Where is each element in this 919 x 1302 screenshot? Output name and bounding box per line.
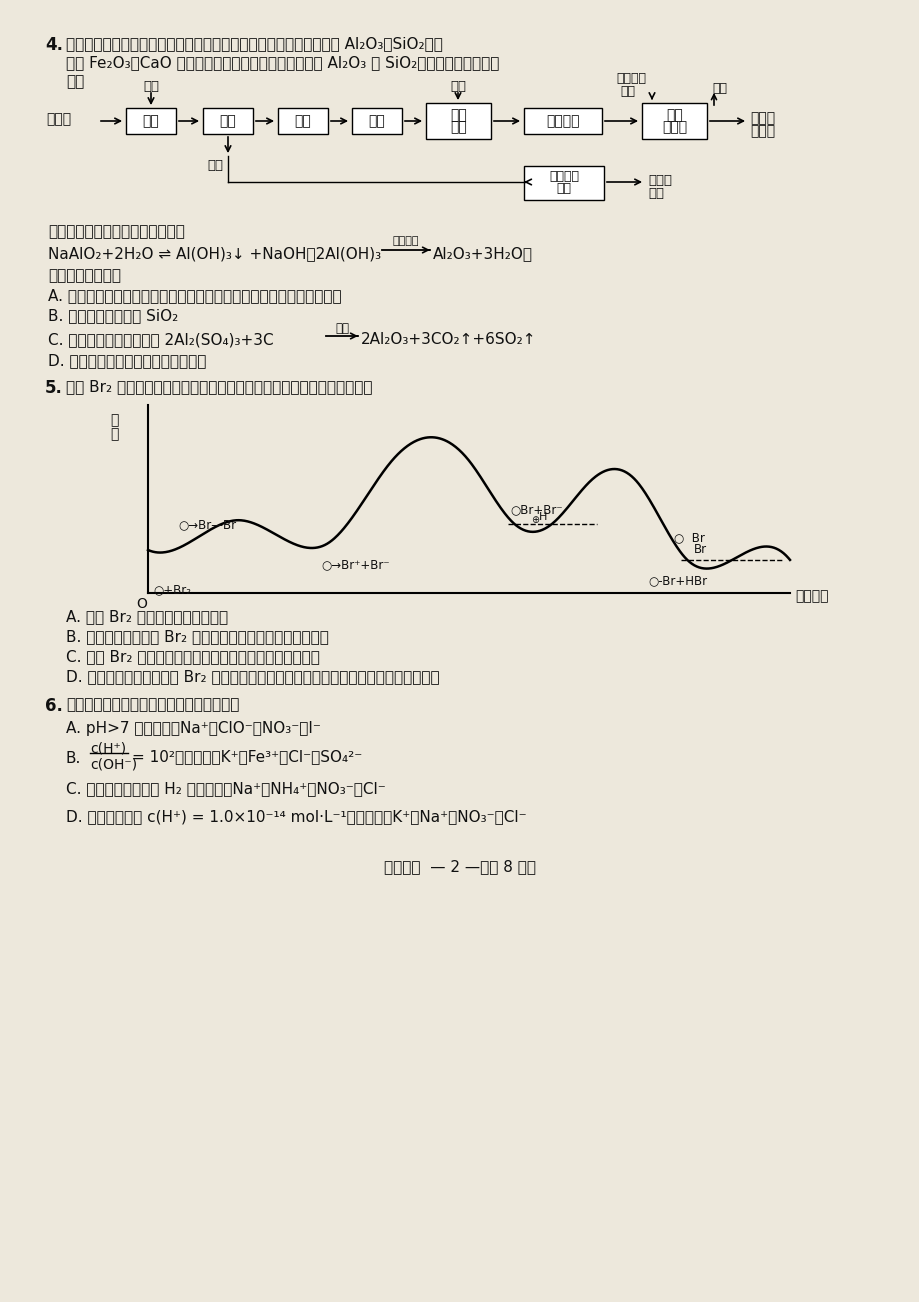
Text: 硅酸钠: 硅酸钠 bbox=[647, 174, 671, 187]
Bar bbox=[278, 108, 328, 134]
Text: 水浸: 水浸 bbox=[220, 115, 236, 128]
Text: A. 苯与 Br₂ 的催化反应为放热反应: A. 苯与 Br₂ 的催化反应为放热反应 bbox=[66, 609, 228, 624]
Text: 示。: 示。 bbox=[66, 74, 85, 89]
Text: 4.: 4. bbox=[45, 36, 62, 53]
Text: 下列说法错误的是: 下列说法错误的是 bbox=[48, 268, 121, 283]
Text: 粗氧化铝: 粗氧化铝 bbox=[546, 115, 579, 128]
Text: 少量 Fe₂O₃、CaO 等，可利用酸碱联合法回收粉煤灰中 Al₂O₃ 和 SiO₂，回收流程如下图所: 少量 Fe₂O₃、CaO 等，可利用酸碱联合法回收粉煤灰中 Al₂O₃ 和 Si… bbox=[66, 55, 499, 70]
Bar bbox=[524, 108, 601, 134]
Text: 已知：低温拜耳法反应原理之一为: 已知：低温拜耳法反应原理之一为 bbox=[48, 224, 185, 240]
Text: 结晶: 结晶 bbox=[294, 115, 311, 128]
Bar bbox=[203, 108, 253, 134]
Text: C. 加铝粉能产生大量 H₂ 的溶液中：Na⁺、NH₄⁺、NO₃⁻、Cl⁻: C. 加铝粉能产生大量 H₂ 的溶液中：Na⁺、NH₄⁺、NO₃⁻、Cl⁻ bbox=[66, 781, 385, 796]
Text: ○→Br⁺+Br⁻: ○→Br⁺+Br⁻ bbox=[321, 559, 390, 572]
Text: c(OH⁻): c(OH⁻) bbox=[90, 758, 137, 772]
Text: A. pH>7 的溶液中：Na⁺、ClO⁻、NO₃⁻、I⁻: A. pH>7 的溶液中：Na⁺、ClO⁻、NO₃⁻、I⁻ bbox=[66, 721, 321, 736]
Bar bbox=[425, 103, 491, 139]
Text: 硫酸: 硫酸 bbox=[142, 79, 159, 92]
Text: ○Br+Br⁻: ○Br+Br⁻ bbox=[509, 503, 562, 516]
Text: 苯与 Br₂ 的催化反应历程如图所示。关于该反应历程，下列说法正确的是: 苯与 Br₂ 的催化反应历程如图所示。关于该反应历程，下列说法正确的是 bbox=[66, 379, 372, 395]
Text: 氢氧化钠: 氢氧化钠 bbox=[549, 171, 578, 184]
Text: 滤液: 滤液 bbox=[711, 82, 726, 95]
Text: Br: Br bbox=[693, 543, 707, 556]
Text: 低温: 低温 bbox=[665, 108, 682, 122]
Text: D. 从反应速率角度，苯与 Br₂ 的催化反应主反应为取代反应，原因是该反应活化能更低: D. 从反应速率角度，苯与 Br₂ 的催化反应主反应为取代反应，原因是该反应活化… bbox=[66, 669, 439, 684]
Text: ○-Br+HBr: ○-Br+HBr bbox=[647, 574, 707, 587]
Text: 常温下，下列各组离子一定能大量共存的是: 常温下，下列各组离子一定能大量共存的是 bbox=[66, 697, 239, 712]
Bar bbox=[352, 108, 402, 134]
Text: 脱水: 脱水 bbox=[369, 115, 385, 128]
Bar bbox=[524, 165, 604, 201]
Text: = 10²的溶液中：K⁺、Fe³⁺、Cl⁻、SO₄²⁻: = 10²的溶液中：K⁺、Fe³⁺、Cl⁻、SO₄²⁻ bbox=[131, 749, 362, 764]
Text: B. 滤渣的主要成分为 SiO₂: B. 滤渣的主要成分为 SiO₂ bbox=[48, 309, 178, 323]
Text: 高三化学  — 2 —（共 8 页）: 高三化学 — 2 —（共 8 页） bbox=[383, 859, 536, 874]
Text: c(H⁺): c(H⁺) bbox=[90, 741, 126, 755]
Text: 氢氧化钠: 氢氧化钠 bbox=[616, 72, 645, 85]
Text: 在我国，粉煤灰排放量仅次于铝矿的工业固废。粉煤灰的主要组成为 Al₂O₃、SiO₂，含: 在我国，粉煤灰排放量仅次于铝矿的工业固废。粉煤灰的主要组成为 Al₂O₃、SiO… bbox=[66, 36, 442, 51]
Text: 氧化铝: 氧化铝 bbox=[749, 124, 775, 138]
Text: O: O bbox=[136, 598, 147, 611]
Text: B. 该反应历程，苯与 Br₂ 的催化反应可生成溴苯、邻二溴苯: B. 该反应历程，苯与 Br₂ 的催化反应可生成溴苯、邻二溴苯 bbox=[66, 629, 328, 644]
Text: C. 苯与 Br₂ 的催化反应决速步伴随着极性键的断裂与形成: C. 苯与 Br₂ 的催化反应决速步伴随着极性键的断裂与形成 bbox=[66, 648, 320, 664]
Text: ○  Br: ○ Br bbox=[674, 531, 704, 544]
Text: ○→Br—Br: ○→Br—Br bbox=[177, 518, 236, 531]
Text: D. 低温拜耳法所得滤液不可循环利用: D. 低温拜耳法所得滤液不可循环利用 bbox=[48, 353, 206, 368]
Text: ⊕: ⊕ bbox=[530, 516, 539, 525]
Text: 5.: 5. bbox=[45, 379, 62, 397]
Bar bbox=[126, 108, 176, 134]
Text: C. 还原焙烧的主要反应为 2Al₂(SO₄)₃+3C: C. 还原焙烧的主要反应为 2Al₂(SO₄)₃+3C bbox=[48, 332, 273, 348]
Text: 溶液: 溶液 bbox=[619, 85, 634, 98]
Text: 6.: 6. bbox=[45, 697, 62, 715]
Text: 高温: 高温 bbox=[335, 322, 348, 335]
Text: D. 由水电离出的 c(H⁺) = 1.0×10⁻¹⁴ mol·L⁻¹的溶液中：K⁺、Na⁺、NO₃⁻、Cl⁻: D. 由水电离出的 c(H⁺) = 1.0×10⁻¹⁴ mol·L⁻¹的溶液中：… bbox=[66, 809, 526, 824]
Text: 粉煤灰: 粉煤灰 bbox=[46, 112, 71, 126]
Text: 能: 能 bbox=[110, 413, 119, 427]
Text: ○+Br₂: ○+Br₂ bbox=[153, 583, 191, 596]
Text: 冶金级: 冶金级 bbox=[749, 111, 775, 125]
Bar bbox=[641, 103, 706, 139]
Text: 拜耳法: 拜耳法 bbox=[661, 120, 686, 134]
Text: 溶液: 溶液 bbox=[647, 187, 664, 201]
Text: B.: B. bbox=[66, 751, 81, 766]
Text: A. 水浸后，溶液进行蒸发浓缩、冷却结晶、过滤、洗涤得到硫酸铝晶体: A. 水浸后，溶液进行蒸发浓缩、冷却结晶、过滤、洗涤得到硫酸铝晶体 bbox=[48, 288, 341, 303]
Text: 量: 量 bbox=[110, 427, 119, 441]
Text: 还原: 还原 bbox=[449, 108, 466, 122]
Text: Al₂O₃+3H₂O。: Al₂O₃+3H₂O。 bbox=[433, 246, 532, 260]
Text: 一定温度: 一定温度 bbox=[392, 236, 419, 246]
Text: 2Al₂O₃+3CO₂↑+6SO₂↑: 2Al₂O₃+3CO₂↑+6SO₂↑ bbox=[360, 332, 536, 348]
Text: NaAlO₂+2H₂O ⇌ Al(OH)₃↓ +NaOH，2Al(OH)₃: NaAlO₂+2H₂O ⇌ Al(OH)₃↓ +NaOH，2Al(OH)₃ bbox=[48, 246, 380, 260]
Text: 焙烧: 焙烧 bbox=[449, 120, 466, 134]
Text: 熟化: 熟化 bbox=[142, 115, 159, 128]
Text: 碱粉: 碱粉 bbox=[449, 79, 466, 92]
Text: H: H bbox=[538, 512, 547, 522]
Text: 滤渣: 滤渣 bbox=[207, 159, 222, 172]
Text: 反应历程: 反应历程 bbox=[794, 589, 828, 603]
Text: 浸出: 浸出 bbox=[556, 182, 571, 195]
